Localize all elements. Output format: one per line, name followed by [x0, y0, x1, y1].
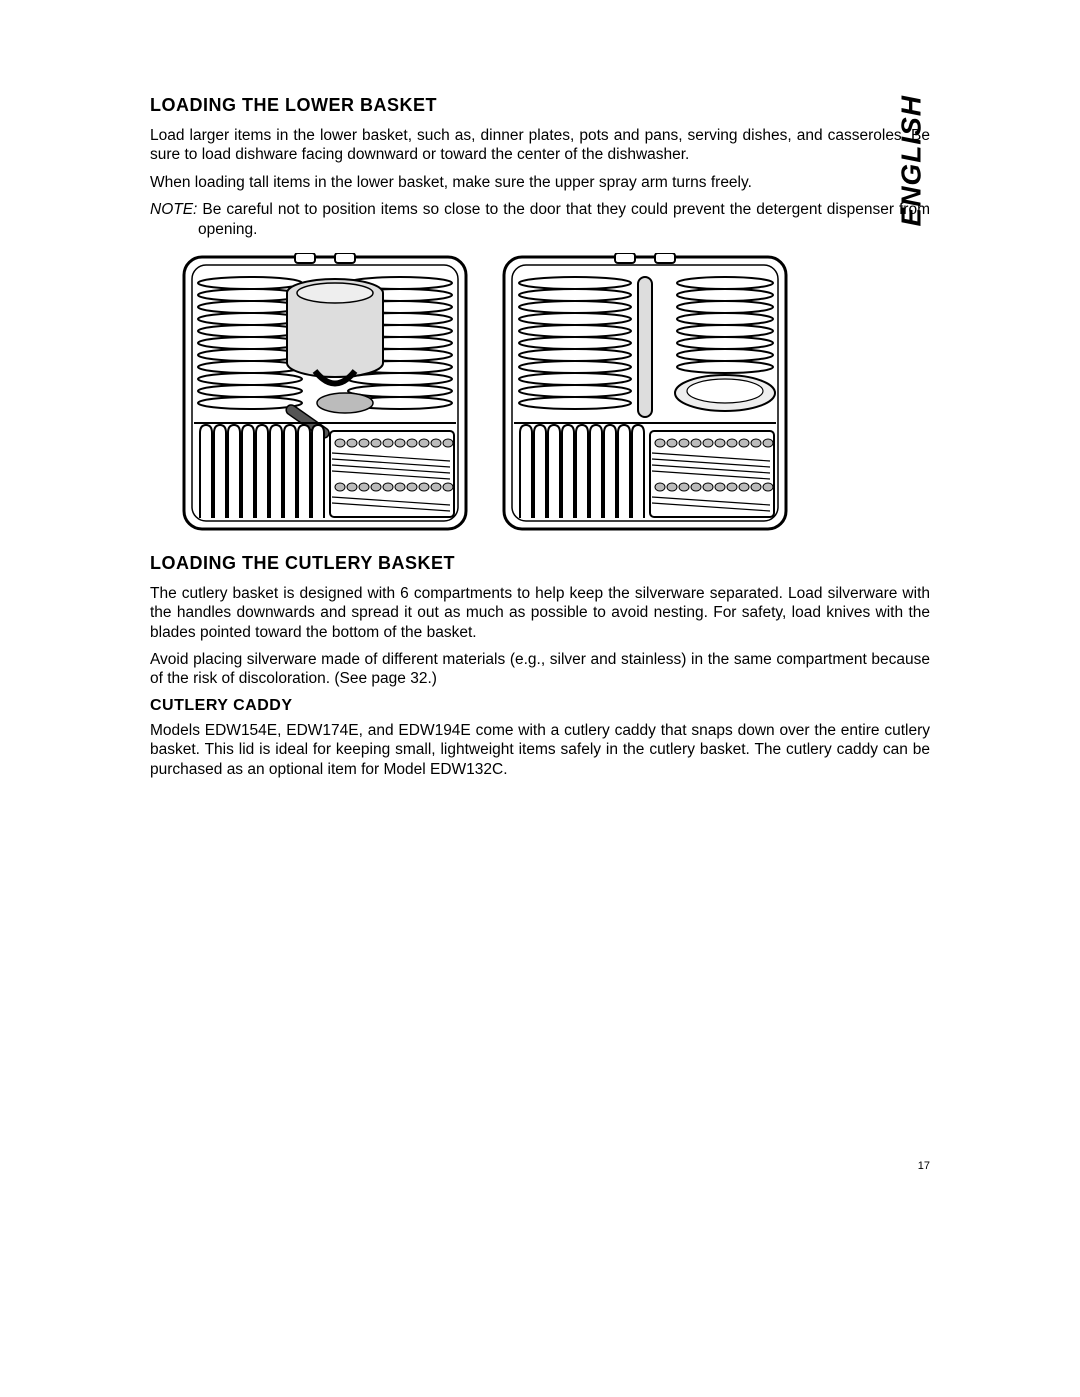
section3-title: CUTLERY CADDY [150, 697, 930, 715]
note-label: NOTE: [150, 201, 197, 218]
section2-title: LOADING THE CUTLERY BASKET [150, 553, 930, 574]
figure-row [180, 253, 930, 533]
section1-p1: Load larger items in the lower basket, s… [150, 126, 930, 165]
page-content: LOADING THE LOWER BASKET Load larger ite… [150, 95, 930, 787]
section3-p1: Models EDW154E, EDW174E, and EDW194E com… [150, 721, 930, 779]
section1-title: LOADING THE LOWER BASKET [150, 95, 930, 116]
section1-note: NOTE: Be careful not to position items s… [150, 200, 930, 239]
lower-basket-figure-2 [500, 253, 790, 533]
section2-p2: Avoid placing silverware made of differe… [150, 650, 930, 689]
note-body: Be careful not to position items so clos… [197, 201, 930, 237]
lower-basket-figure-1 [180, 253, 470, 533]
section1-p2: When loading tall items in the lower bas… [150, 173, 930, 192]
page-number: 17 [918, 1160, 930, 1172]
section2-p1: The cutlery basket is designed with 6 co… [150, 584, 930, 642]
